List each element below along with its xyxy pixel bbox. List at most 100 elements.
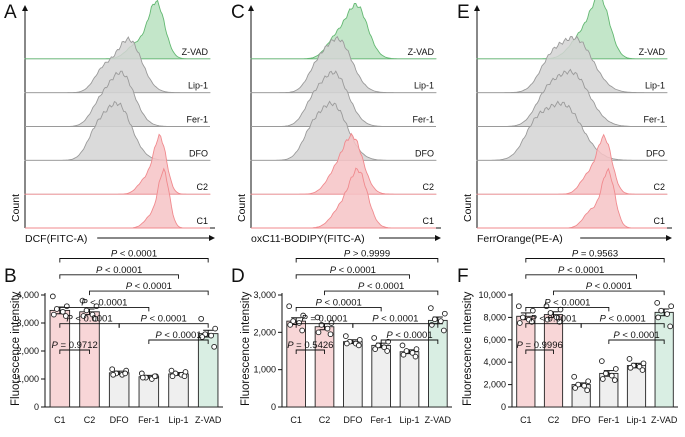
p-value-label: P = 0.9712	[52, 340, 98, 351]
row-label-C1: C1	[196, 216, 208, 226]
p-value-label: P < 0.0001	[530, 314, 576, 325]
data-point	[611, 377, 618, 383]
x-tick-label-C1: C1	[290, 415, 302, 425]
histogram-Lip-1	[24, 36, 211, 94]
data-point	[314, 314, 321, 321]
data-point	[441, 310, 448, 317]
histogram-Z-VAD	[250, 3, 437, 60]
p-value-label: P < 0.0001	[372, 314, 418, 325]
x-tick-label-DFO: DFO	[343, 415, 362, 425]
significance-bracket	[59, 258, 209, 263]
histogram-C2	[476, 133, 668, 195]
data-point	[602, 370, 609, 377]
data-point	[372, 346, 379, 352]
significance-bracket	[59, 274, 179, 279]
y-tick-label: 0	[34, 402, 39, 412]
y-tick-label: 3,000	[253, 290, 276, 300]
y-axis-title: Fluorescence intensity	[10, 291, 22, 406]
data-point	[59, 308, 66, 315]
y-axis-title: Count	[10, 194, 22, 222]
row-label-Z-VAD: Z-VAD	[639, 47, 666, 57]
y-axis-title: Fluorescence intensity	[462, 291, 474, 406]
x-tick-label-C2: C2	[319, 415, 331, 425]
data-point	[327, 331, 334, 338]
p-value-label: P < 0.0001	[386, 330, 432, 341]
data-point	[356, 336, 363, 343]
data-point	[431, 316, 438, 323]
significance-bracket	[525, 258, 665, 263]
x-tick-label-Z-VAD: Z-VAD	[651, 415, 678, 425]
row-label-Lip-1: Lip-1	[188, 81, 208, 91]
significance-bracket	[525, 274, 637, 279]
y-tick-label: 2,000	[16, 346, 39, 356]
data-point	[300, 312, 307, 319]
data-point	[612, 366, 619, 372]
data-point	[639, 367, 646, 373]
histogram-Lip-1	[476, 35, 668, 94]
data-point	[375, 342, 382, 349]
data-point	[400, 351, 407, 358]
row-label-Fer-1: Fer-1	[412, 115, 434, 125]
significance-bracket	[525, 349, 554, 354]
histogram-C1	[25, 167, 210, 229]
x-tick-label-DFO: DFO	[110, 415, 129, 425]
row-label-Fer-1: Fer-1	[186, 115, 208, 125]
data-point	[572, 385, 579, 391]
row-label-DFO: DFO	[415, 148, 434, 158]
significance-bracket	[553, 290, 665, 296]
data-point	[403, 348, 410, 354]
p-value-label: P < 0.0001	[126, 281, 172, 292]
panel-letter-E: E	[457, 2, 470, 23]
data-point	[181, 373, 188, 380]
data-point	[109, 366, 116, 373]
data-point	[640, 360, 647, 367]
data-point	[110, 371, 117, 378]
histogram-C1	[477, 167, 667, 229]
significance-bracket	[118, 323, 209, 328]
p-value-label: P < 0.0001	[155, 330, 201, 341]
data-point	[413, 346, 420, 352]
data-point	[62, 313, 69, 319]
row-label-DFO: DFO	[189, 148, 208, 158]
y-axis-title: Count	[236, 194, 248, 222]
data-point	[519, 314, 526, 321]
row-label-Z-VAD: Z-VAD	[408, 47, 435, 57]
x-tick-label-Fer-1: Fer-1	[370, 415, 392, 425]
p-value-label: P < 0.0001	[81, 297, 127, 308]
p-value-label: P < 0.0001	[613, 330, 659, 341]
x-tick-label-C2: C2	[548, 415, 560, 425]
row-label-DFO: DFO	[646, 148, 665, 158]
data-point	[427, 305, 434, 311]
data-point	[667, 323, 674, 330]
data-point	[385, 338, 392, 345]
significance-bracket	[89, 290, 209, 296]
histogram-DFO	[250, 100, 437, 161]
y-tick-label: 2,000	[483, 380, 506, 390]
data-point	[169, 373, 176, 380]
p-value-label: P < 0.0001	[141, 314, 187, 325]
data-point	[529, 307, 536, 314]
data-point	[80, 313, 87, 319]
data-point	[83, 307, 90, 314]
row-label-C1: C1	[653, 216, 665, 226]
p-value-label: P = 0.9996	[517, 340, 563, 351]
bar-C2	[79, 311, 100, 408]
histogram-DFO	[476, 100, 668, 161]
x-tick-label-Z-VAD: Z-VAD	[425, 415, 452, 425]
x-tick-label-DFO: DFO	[572, 415, 591, 425]
y-axis-title: Fluorescence intensity	[240, 291, 252, 406]
data-point	[208, 332, 215, 339]
bar-Fer-1	[138, 376, 160, 408]
bar-C1	[286, 320, 306, 408]
y-tick-label: 1,000	[16, 374, 39, 384]
p-value-label: P < 0.0001	[586, 281, 632, 292]
x-tick-label-C1: C1	[520, 415, 532, 425]
data-point	[168, 367, 175, 374]
data-point	[399, 342, 406, 349]
x-tick-label-Fer-1: Fer-1	[138, 415, 160, 425]
panel-letter-C: C	[231, 2, 245, 23]
row-label-Lip-1: Lip-1	[414, 81, 434, 91]
significance-bracket	[608, 339, 665, 344]
